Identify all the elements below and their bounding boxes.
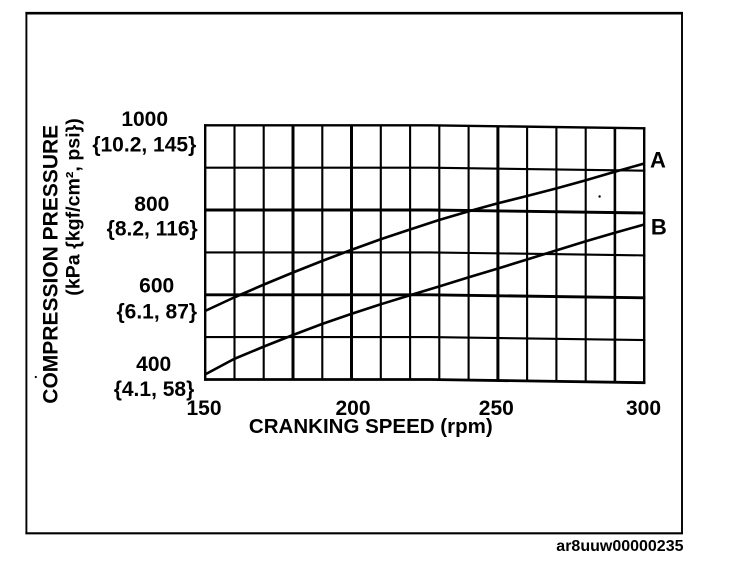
svg-text:400: 400: [136, 353, 171, 376]
svg-text:B: B: [651, 215, 667, 240]
svg-text:300: 300: [626, 397, 661, 420]
svg-text:800: 800: [134, 193, 169, 216]
svg-text:600: 600: [139, 275, 174, 298]
svg-text:1000: 1000: [121, 108, 168, 131]
svg-text:150: 150: [186, 397, 221, 420]
svg-text:{6.1, 87}: {6.1, 87}: [117, 301, 198, 324]
svg-text:CRANKING SPEED (rpm): CRANKING SPEED (rpm): [249, 415, 493, 438]
svg-text:COMPRESSION PRESSURE: COMPRESSION PRESSURE: [40, 125, 63, 404]
svg-text:ar8uuw00000235: ar8uuw00000235: [556, 538, 683, 555]
svg-text:A: A: [650, 148, 666, 173]
svg-text:250: 250: [479, 397, 514, 420]
svg-text:{4.1, 58}: {4.1, 58}: [114, 378, 195, 401]
svg-text:{10.2, 145}: {10.2, 145}: [92, 134, 196, 157]
svg-text:200: 200: [335, 397, 370, 420]
svg-text:(kPa {kgf/cm², psi}): (kPa {kgf/cm², psi}): [63, 118, 85, 295]
svg-text:{8.2, 116}: {8.2, 116}: [107, 217, 198, 240]
